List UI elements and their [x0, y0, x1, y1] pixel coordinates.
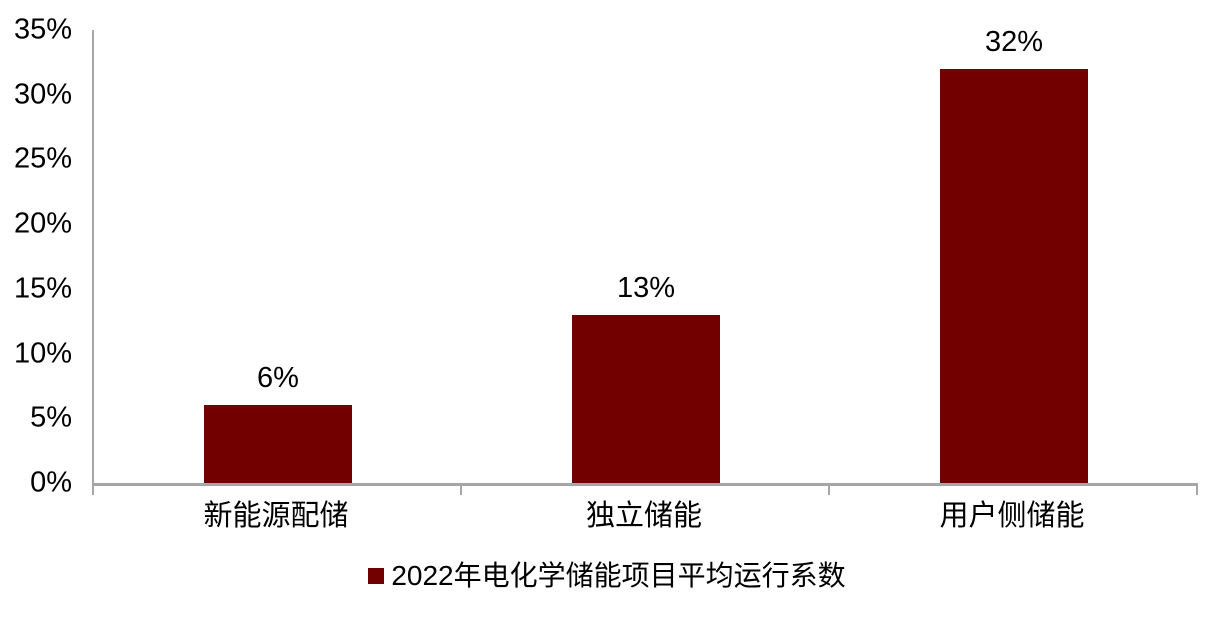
y-tick-label: 35% — [13, 13, 72, 46]
bar-value-label: 13% — [616, 271, 676, 304]
y-tick-label: 30% — [13, 78, 72, 111]
bar-0 — [204, 405, 352, 483]
y-tick-label: 5% — [30, 401, 72, 434]
legend-label: 2022年电化学储能项目平均运行系数 — [391, 560, 846, 591]
y-tick-label: 10% — [13, 337, 72, 370]
x-axis-tick — [1196, 486, 1198, 495]
x-axis-tick — [460, 486, 462, 495]
y-tick-label: 0% — [30, 466, 72, 499]
y-tick-label: 25% — [13, 142, 72, 175]
x-category-label: 用户侧储能 — [939, 500, 1085, 532]
bar-value-label: 6% — [257, 362, 299, 395]
y-tick-label: 15% — [13, 272, 72, 305]
x-axis-tick — [92, 486, 94, 495]
plot-area: 6% 13% 32% — [92, 25, 1198, 495]
x-category-label: 独立储能 — [585, 500, 702, 532]
bar-value-label: 32% — [984, 25, 1044, 58]
bar-1 — [572, 314, 720, 483]
legend-swatch-icon — [368, 568, 385, 584]
y-tick-label: 20% — [13, 207, 72, 240]
legend: 2022年电化学储能项目平均运行系数 — [0, 560, 1214, 592]
x-axis-tick — [828, 486, 830, 495]
bar-2 — [940, 68, 1088, 483]
x-category-label: 新能源配储 — [203, 500, 349, 532]
